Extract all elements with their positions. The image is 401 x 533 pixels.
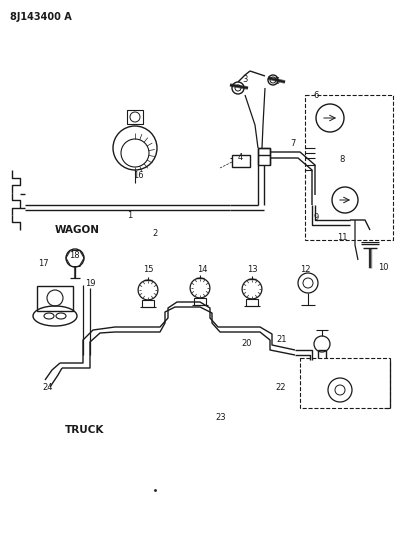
Text: 9: 9 <box>313 214 319 222</box>
Text: 8: 8 <box>339 156 345 165</box>
Text: 20: 20 <box>242 340 252 349</box>
Bar <box>232 155 250 167</box>
Text: 18: 18 <box>69 252 79 261</box>
Text: 22: 22 <box>276 384 286 392</box>
Bar <box>194 298 206 305</box>
Text: 7: 7 <box>290 140 296 149</box>
Bar <box>142 300 154 307</box>
Bar <box>300 358 390 408</box>
Text: 3: 3 <box>242 76 248 85</box>
Text: 12: 12 <box>300 265 310 274</box>
Text: 19: 19 <box>85 279 95 287</box>
Text: 4: 4 <box>237 154 243 163</box>
Text: 15: 15 <box>143 264 153 273</box>
Text: TRUCK: TRUCK <box>65 425 104 435</box>
Bar <box>37 286 73 311</box>
Text: WAGON: WAGON <box>55 225 100 235</box>
Text: 23: 23 <box>216 414 226 423</box>
Text: 5: 5 <box>274 77 279 86</box>
Text: 13: 13 <box>247 265 257 274</box>
Text: 1: 1 <box>128 211 133 220</box>
Text: 6: 6 <box>313 92 319 101</box>
Text: 14: 14 <box>197 265 207 274</box>
Bar <box>127 110 143 124</box>
Text: 2: 2 <box>152 229 158 238</box>
Text: 11: 11 <box>337 233 347 243</box>
Text: 8J143400 A: 8J143400 A <box>10 12 72 22</box>
Text: 24: 24 <box>43 384 53 392</box>
Bar <box>258 148 270 165</box>
Bar <box>246 299 258 306</box>
Text: 21: 21 <box>277 335 287 344</box>
Text: 10: 10 <box>378 263 388 272</box>
Bar <box>305 95 393 240</box>
Text: 16: 16 <box>133 171 143 180</box>
Text: 17: 17 <box>38 259 48 268</box>
